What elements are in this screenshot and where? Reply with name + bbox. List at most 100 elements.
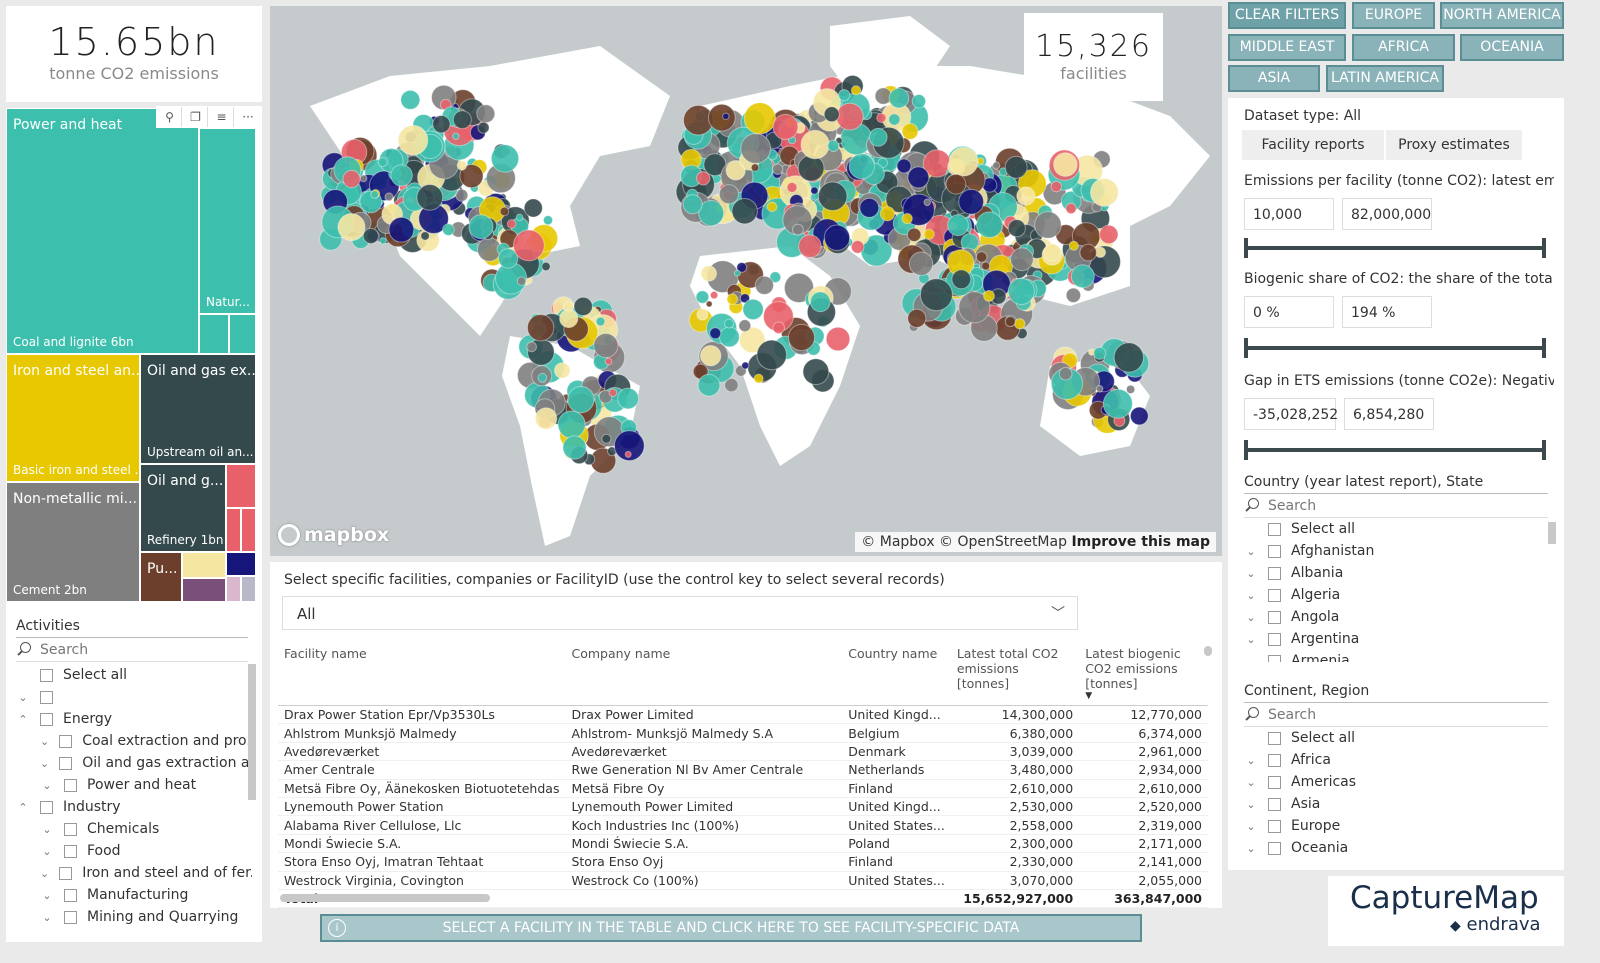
facility-marker[interactable]: [526, 341, 538, 353]
checkbox[interactable]: [1268, 632, 1281, 646]
checkbox[interactable]: [64, 888, 77, 902]
treemap-iron-steel[interactable]: Iron and steel an... Basic iron and stee…: [6, 354, 140, 482]
facility-marker[interactable]: [562, 435, 587, 460]
facility-marker[interactable]: [772, 321, 786, 335]
facility-marker[interactable]: [718, 184, 739, 205]
chevron-down-icon[interactable]: ⌄: [1246, 753, 1256, 767]
facility-marker[interactable]: [725, 160, 746, 181]
facility-marker[interactable]: [1016, 186, 1036, 206]
facility-marker[interactable]: [947, 214, 969, 237]
facility-marker[interactable]: [859, 197, 880, 218]
facility-marker[interactable]: [567, 386, 595, 414]
facility-marker[interactable]: [731, 198, 758, 225]
table-row[interactable]: Westrock Virginia, Covington Westrock Co …: [278, 871, 1208, 890]
chevron-icon[interactable]: ⌄: [42, 822, 52, 836]
table-row[interactable]: Drax Power Station Epr/Vp3530Ls Drax Powe…: [278, 705, 1208, 725]
treemap-power-small-1[interactable]: [199, 314, 229, 354]
facility-marker[interactable]: [624, 450, 632, 458]
facility-marker[interactable]: [541, 261, 551, 272]
facility-marker[interactable]: [420, 231, 430, 241]
facility-marker[interactable]: [868, 127, 888, 147]
facility-marker[interactable]: [516, 276, 527, 286]
checkbox[interactable]: [64, 822, 77, 836]
facility-marker[interactable]: [724, 377, 739, 393]
facility-marker[interactable]: [743, 102, 776, 135]
header-total-co2[interactable]: Latest total CO2 emissions [tonnes]: [956, 646, 1059, 691]
facility-marker[interactable]: [1113, 342, 1144, 373]
treemap-power-heat[interactable]: Power and heat Coal and lignite 6bn: [6, 108, 199, 354]
gap-range-slider[interactable]: [1244, 440, 1546, 460]
facility-marker[interactable]: [797, 154, 825, 182]
activity-item[interactable]: ⌄ Food: [16, 840, 252, 862]
checkbox[interactable]: [59, 756, 73, 770]
facility-marker[interactable]: [756, 339, 788, 371]
chevron-down-icon[interactable]: ⌄: [1246, 797, 1256, 811]
checkbox[interactable]: [59, 866, 73, 880]
facility-marker[interactable]: [459, 164, 484, 189]
continent-search[interactable]: Search: [1244, 703, 1548, 727]
treemap-purple[interactable]: [182, 578, 226, 602]
activities-scrollbar[interactable]: [248, 664, 256, 800]
treemap-pulp[interactable]: Pu...: [140, 552, 182, 602]
treemap-red-2[interactable]: [226, 508, 241, 552]
facility-marker[interactable]: [1125, 384, 1136, 395]
activity-treemap[interactable]: Power and heat Coal and lignite 6bn Natu…: [6, 106, 262, 612]
facility-marker[interactable]: [537, 372, 548, 383]
continent-item[interactable]: Select all: [1244, 727, 1548, 749]
facility-marker[interactable]: [810, 186, 819, 195]
facility-marker[interactable]: [908, 251, 934, 276]
facility-marker[interactable]: [370, 190, 379, 199]
africa-button[interactable]: AFRICA: [1352, 34, 1455, 61]
chevron-icon[interactable]: ⌄: [42, 888, 52, 902]
pin-icon[interactable]: ⚲: [158, 107, 182, 127]
facility-marker[interactable]: [850, 85, 862, 96]
facility-marker[interactable]: [772, 113, 799, 140]
facility-marker[interactable]: [1068, 240, 1079, 251]
chevron-icon[interactable]: ⌃: [18, 800, 28, 814]
checkbox[interactable]: [1268, 522, 1281, 536]
facility-marker[interactable]: [534, 407, 558, 430]
facility-marker[interactable]: [879, 206, 896, 222]
facility-marker[interactable]: [739, 293, 751, 304]
checkbox[interactable]: [64, 844, 77, 858]
checkbox[interactable]: [1268, 654, 1281, 662]
facility-marker[interactable]: [800, 129, 830, 160]
facility-marker[interactable]: [337, 213, 366, 242]
facility-marker[interactable]: [951, 269, 972, 290]
facility-marker[interactable]: [750, 163, 760, 172]
facility-marker[interactable]: [888, 87, 910, 109]
facility-marker[interactable]: [515, 213, 524, 222]
facility-marker[interactable]: [390, 164, 413, 187]
chevron-down-icon[interactable]: ⌄: [1246, 566, 1256, 580]
facility-marker[interactable]: [598, 389, 613, 404]
treemap-oil-gas-extraction[interactable]: Oil and gas ex... Upstream oil an...: [140, 354, 256, 464]
facility-marker[interactable]: [696, 308, 709, 321]
facility-marker[interactable]: [1102, 388, 1133, 419]
continent-item[interactable]: ⌄ Oceania: [1244, 837, 1548, 859]
facility-marker[interactable]: [705, 300, 713, 308]
activity-item[interactable]: ⌄ Coal extraction and pro...: [16, 730, 252, 752]
facility-marker[interactable]: [827, 139, 840, 152]
activity-item[interactable]: ⌃ Industry: [16, 796, 252, 818]
header-biogenic-co2[interactable]: Latest biogenic CO2 emissions [tonnes] ▼: [1079, 642, 1208, 706]
facility-marker[interactable]: [1004, 155, 1028, 179]
facility-marker[interactable]: [542, 215, 554, 226]
facility-marker[interactable]: [1065, 202, 1077, 215]
europe-button[interactable]: EUROPE: [1352, 2, 1435, 29]
facility-details-button[interactable]: i SELECT A FACILITY IN THE TABLE AND CLI…: [320, 914, 1142, 942]
country-item[interactable]: ⌄ Afghanistan: [1244, 540, 1548, 562]
activity-item[interactable]: ⌄ Chemicals: [16, 818, 252, 840]
facility-marker[interactable]: [523, 198, 543, 218]
facility-marker[interactable]: [1079, 243, 1098, 262]
continent-item[interactable]: ⌄ Africa: [1244, 749, 1548, 771]
checkbox[interactable]: [64, 910, 77, 924]
facility-marker[interactable]: [907, 227, 922, 243]
checkbox[interactable]: [64, 778, 77, 792]
gap-max-input[interactable]: 6,854,280: [1344, 398, 1434, 430]
chevron-down-icon[interactable]: ⌄: [1246, 775, 1256, 789]
attribution-text[interactable]: © Mapbox © OpenStreetMap: [861, 534, 1067, 550]
treemap-red-1[interactable]: [226, 464, 256, 508]
facility-marker[interactable]: [617, 387, 640, 410]
emissions-min-input[interactable]: 10,000: [1244, 198, 1334, 230]
treemap-red-3[interactable]: [241, 508, 256, 552]
